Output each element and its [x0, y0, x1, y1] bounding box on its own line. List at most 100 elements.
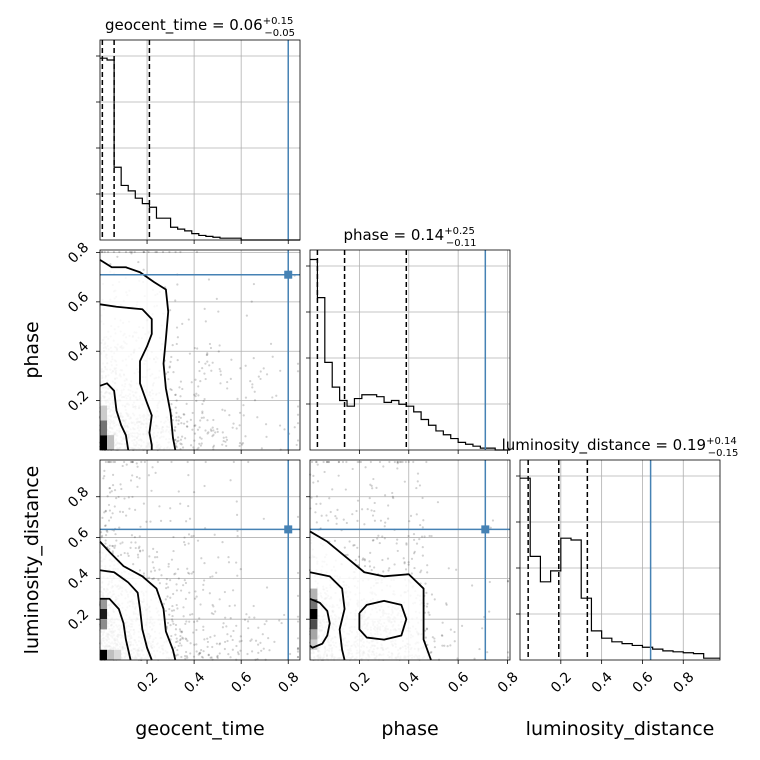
- sample-point: [176, 648, 179, 652]
- sample-point: [140, 460, 143, 464]
- sample-point: [312, 474, 315, 478]
- sample-point: [212, 418, 215, 422]
- sample-point: [370, 484, 373, 487]
- sample-point: [386, 557, 390, 560]
- sample-point: [198, 436, 202, 439]
- sample-point: [419, 523, 422, 527]
- sample-point: [202, 416, 205, 419]
- sample-point: [341, 460, 345, 464]
- sample-point: [257, 643, 260, 646]
- sample-point: [191, 411, 194, 415]
- sample-point: [129, 479, 133, 482]
- sample-point: [104, 460, 107, 464]
- contour-line: [309, 597, 331, 649]
- sample-point: [333, 539, 337, 542]
- sample-point: [296, 650, 300, 653]
- sample-point: [296, 620, 300, 623]
- sample-point: [190, 381, 193, 384]
- panel-frame: [99, 459, 301, 661]
- sample-point: [193, 393, 196, 396]
- sample-point: [262, 647, 265, 650]
- sample-point: [296, 647, 300, 650]
- sample-point: [198, 426, 201, 429]
- sample-point: [407, 563, 410, 566]
- sample-point: [229, 479, 232, 482]
- sample-point: [173, 429, 177, 432]
- sample-point: [105, 529, 108, 532]
- sample-point: [139, 550, 142, 553]
- sample-point: [227, 653, 230, 656]
- sample-point: [216, 655, 219, 659]
- sample-point: [206, 352, 209, 355]
- sample-point: [262, 517, 265, 520]
- sample-point: [108, 509, 112, 512]
- contour-line: [99, 259, 177, 451]
- sample-point: [361, 558, 364, 561]
- sample-point: [238, 444, 241, 448]
- panel-frame: [309, 459, 511, 661]
- sample-point: [176, 440, 179, 443]
- sample-point: [198, 652, 201, 655]
- sample-point: [184, 581, 188, 585]
- x-tick-label: 0.8: [670, 669, 697, 696]
- sample-point: [235, 427, 238, 430]
- sample-point: [138, 535, 141, 538]
- sample-point: [168, 366, 171, 369]
- sample-point: [184, 437, 187, 440]
- sample-point: [336, 508, 339, 511]
- sample-point: [319, 502, 322, 505]
- x-axis-label-geocent_time: geocent_time: [135, 718, 264, 740]
- sample-point: [453, 630, 456, 634]
- sample-point: [244, 396, 248, 399]
- sample-point: [371, 539, 375, 542]
- sample-point: [382, 570, 385, 573]
- sample-point: [375, 486, 378, 489]
- sample-point: [188, 591, 191, 594]
- sample-point: [104, 539, 107, 542]
- panel-frame: [519, 459, 721, 661]
- sample-point: [176, 607, 179, 610]
- sample-point: [200, 655, 204, 659]
- sample-point: [206, 432, 209, 435]
- sample-point: [158, 505, 161, 508]
- sample-point: [378, 460, 382, 464]
- x-axis-label-phase: phase: [381, 718, 438, 740]
- sample-point: [134, 546, 137, 550]
- sample-point: [506, 579, 510, 583]
- x-tick-label: 0.8: [495, 669, 522, 696]
- sample-point: [182, 413, 185, 416]
- sample-point: [241, 443, 244, 446]
- sample-point: [199, 603, 202, 606]
- sample-point: [187, 542, 190, 545]
- sample-point: [197, 653, 200, 656]
- sample-point: [405, 543, 408, 546]
- sample-point: [506, 656, 510, 659]
- sample-point: [135, 475, 139, 479]
- sample-point: [177, 577, 180, 580]
- sample-point: [169, 360, 172, 363]
- sample-point: [175, 326, 179, 329]
- sample-point: [368, 497, 371, 500]
- sample-point: [165, 587, 168, 590]
- sample-point: [418, 537, 421, 541]
- sample-point: [203, 638, 206, 641]
- sample-point: [151, 561, 154, 564]
- sample-point: [486, 651, 489, 654]
- sample-point: [113, 489, 117, 492]
- sample-point: [170, 403, 173, 406]
- sample-point: [172, 549, 175, 553]
- panel-frame: [99, 249, 301, 451]
- sample-point: [142, 268, 145, 271]
- sample-point: [415, 542, 419, 545]
- sample-point: [351, 513, 354, 516]
- sample-point: [207, 278, 211, 281]
- sample-point: [108, 547, 111, 551]
- panel-background: [100, 40, 300, 240]
- sample-point: [184, 657, 187, 660]
- sample-point: [123, 551, 126, 555]
- sample-point: [342, 518, 345, 521]
- sample-point: [278, 619, 281, 622]
- title-main: luminosity_distance = 0.19: [502, 436, 706, 455]
- sample-point: [441, 644, 444, 647]
- sample-point: [373, 566, 376, 569]
